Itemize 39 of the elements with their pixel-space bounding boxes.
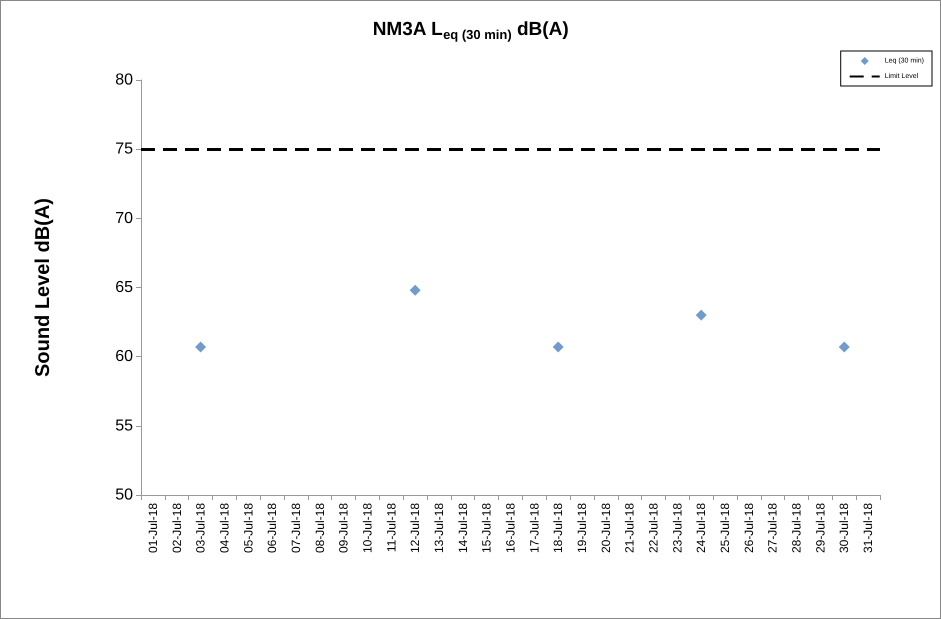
x-tick-label: 27-Jul-18 [766, 502, 780, 554]
x-tick-label: 01-Jul-18 [146, 502, 160, 554]
x-tick-label: 22-Jul-18 [646, 502, 661, 554]
x-tick-label: 15-Jul-18 [480, 502, 494, 554]
x-tick-label: 21-Jul-18 [622, 502, 637, 554]
y-tick-label: 60 [115, 348, 134, 366]
x-tick-label: 17-Jul-18 [527, 502, 542, 554]
x-tick-label: 11-Jul-18 [384, 502, 398, 552]
x-tick-label: 06-Jul-18 [265, 502, 280, 554]
x-tick-label: 19-Jul-18 [575, 502, 590, 554]
x-tick-label: 31-Jul-18 [861, 502, 876, 554]
y-tick-label: 50 [115, 486, 134, 504]
y-tick-label: 65 [115, 279, 134, 296]
x-tick-label: 29-Jul-18 [813, 502, 828, 554]
x-tick-label: 25-Jul-18 [718, 502, 732, 554]
x-tick-label: 23-Jul-18 [670, 502, 684, 554]
x-tick-label: 12-Jul-18 [408, 502, 422, 554]
y-tick-label: 80 [115, 72, 134, 88]
x-tick-label: 30-Jul-18 [837, 502, 852, 554]
x-tick-label: 20-Jul-18 [598, 502, 613, 554]
x-tick-label: 03-Jul-18 [194, 502, 208, 554]
x-tick-label: 13-Jul-18 [432, 502, 446, 554]
y-tick-label: 70 [115, 210, 134, 227]
x-tick-label: 24-Jul-18 [694, 502, 708, 554]
x-tick-label: 16-Jul-18 [504, 502, 518, 554]
y-tick-label: 55 [115, 417, 134, 434]
x-tick-label: 10-Jul-18 [360, 502, 374, 554]
y-axis-title: Sound Level dB(A) [32, 198, 54, 377]
x-tick-label: 07-Jul-18 [288, 502, 303, 554]
x-tick-label: 05-Jul-18 [241, 502, 256, 554]
x-tick-label: 14-Jul-18 [456, 502, 470, 554]
x-tick-label: 02-Jul-18 [170, 502, 184, 554]
x-tick-label: 09-Jul-18 [336, 502, 351, 554]
x-tick-label: 04-Jul-18 [217, 502, 232, 554]
x-tick-label: 28-Jul-18 [790, 502, 804, 554]
x-tick-label: 08-Jul-18 [312, 502, 327, 554]
x-tick-label: 26-Jul-18 [742, 502, 756, 554]
y-tick-label: 75 [115, 140, 134, 158]
x-tick-label: 18-Jul-18 [551, 502, 566, 554]
